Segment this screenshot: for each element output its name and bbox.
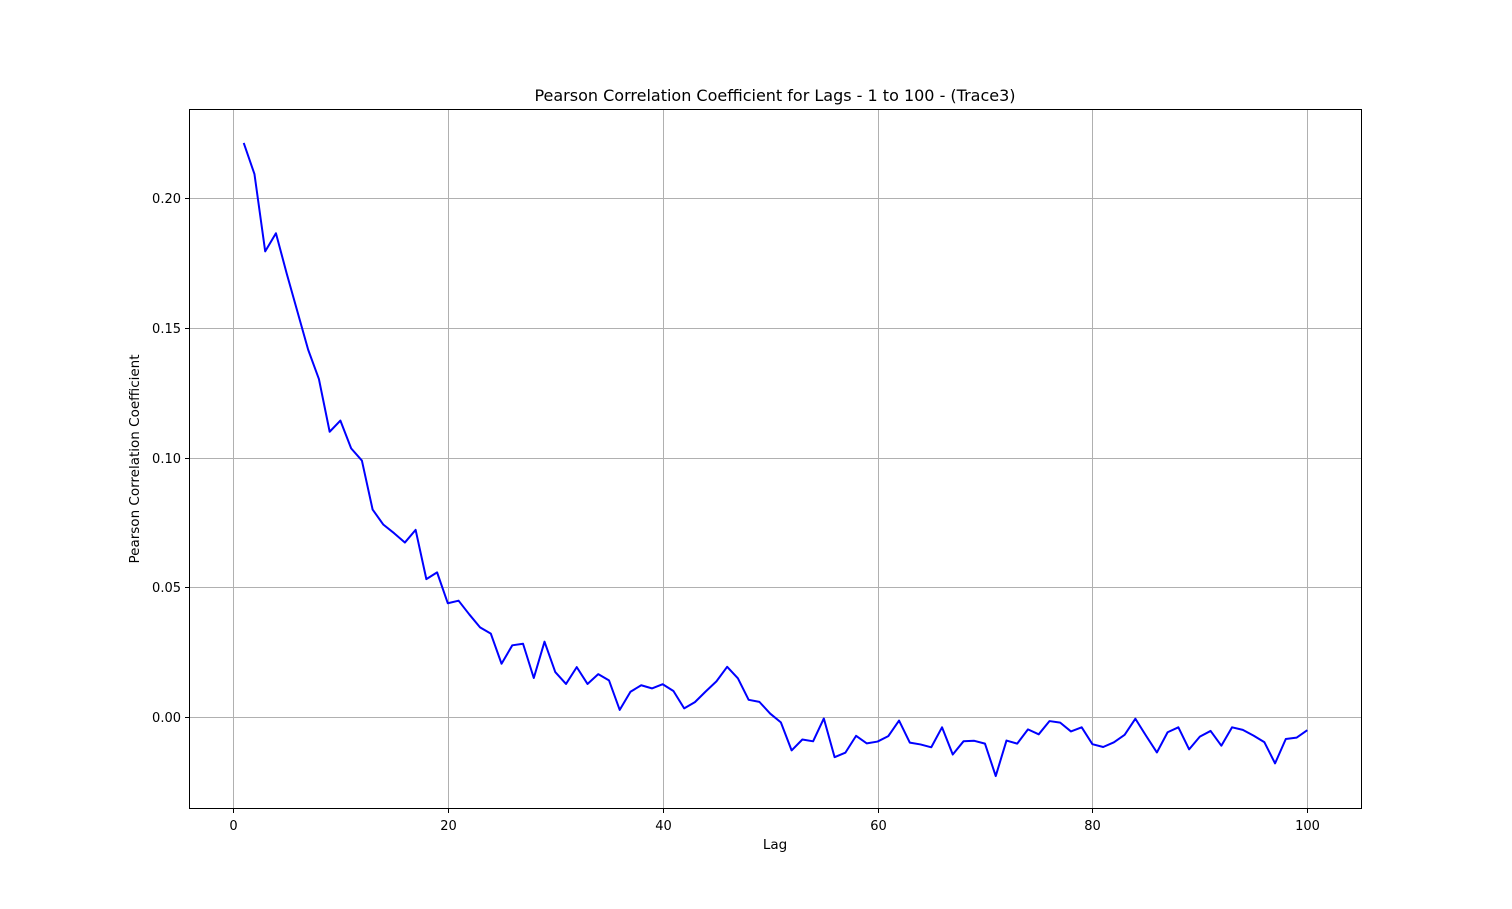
x-tick-label: 20 — [440, 819, 457, 834]
chart-title: Pearson Correlation Coefficient for Lags… — [534, 86, 1015, 105]
x-tick-label: 80 — [1084, 819, 1101, 834]
y-axis-title: Pearson Correlation Coefficient — [127, 354, 143, 563]
x-tick-label: 100 — [1295, 819, 1320, 834]
x-axis-title: Lag — [763, 837, 787, 853]
x-tick-label: 0 — [229, 819, 237, 834]
series-line — [242, 142, 1308, 778]
grid — [190, 110, 1361, 808]
axis-tick-labels: 0 20 40 60 80 100 0.00 0.05 0.10 0.15 0.20 — [152, 192, 1320, 834]
y-tick-label: 0.15 — [152, 322, 181, 337]
y-tick-label: 0.05 — [152, 581, 181, 596]
x-tick-label: 60 — [870, 819, 887, 834]
axis-ticks — [185, 198, 1308, 813]
y-tick-label: 0.20 — [152, 192, 181, 207]
y-tick-label: 0.10 — [152, 452, 181, 467]
x-tick-label: 40 — [655, 819, 672, 834]
plot-frame — [189, 109, 1362, 809]
y-tick-label: 0.00 — [152, 711, 181, 726]
